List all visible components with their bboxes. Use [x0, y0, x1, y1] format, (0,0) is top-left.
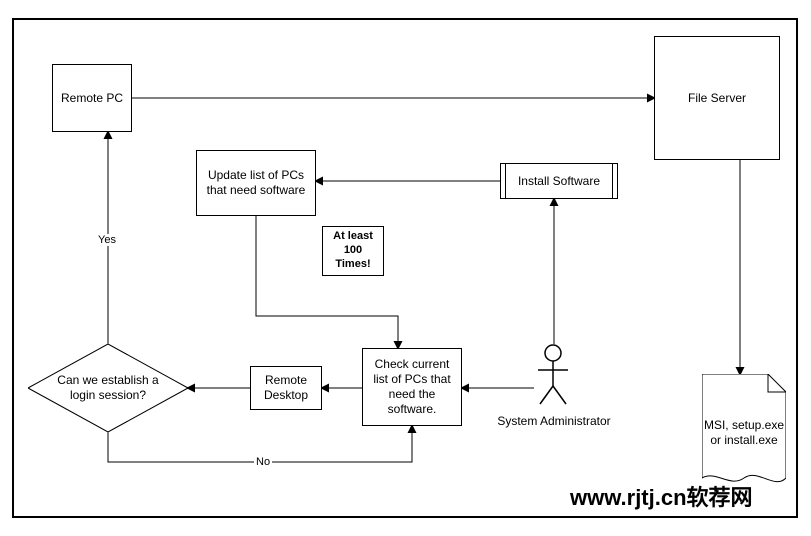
- node-remote-pc: Remote PC: [52, 64, 132, 132]
- node-label: Can we establish a login session?: [28, 373, 188, 403]
- node-decision: Can we establish a login session?: [28, 344, 188, 432]
- node-label: Update list of PCs that need software: [201, 168, 311, 198]
- node-at-least: At least 100 Times!: [322, 226, 384, 276]
- actor-label: System Administrator: [494, 414, 614, 428]
- node-label: Remote PC: [61, 91, 123, 106]
- node-update-list: Update list of PCs that need software: [196, 150, 316, 216]
- node-label: File Server: [688, 91, 746, 106]
- node-remote-desktop: Remote Desktop: [250, 366, 322, 410]
- watermark-text: www.rjtj.cn软荐网: [570, 480, 753, 512]
- edge-label-no: No: [254, 456, 272, 468]
- actor-icon: [536, 344, 570, 406]
- node-label: Remote Desktop: [255, 373, 317, 403]
- node-file-server: File Server: [654, 36, 780, 160]
- node-install-software: Install Software: [500, 163, 618, 199]
- node-label: Install Software: [518, 174, 600, 188]
- node-document: MSI, setup.exe or install.exe: [702, 374, 786, 492]
- node-label: Check current list of PCs that need the …: [367, 357, 457, 417]
- node-label: MSI, setup.exe or install.exe: [702, 418, 786, 448]
- flowchart-canvas: Remote PC File Server Update list of PCs…: [0, 0, 811, 536]
- node-label: At least 100 Times!: [327, 230, 379, 271]
- node-check-list: Check current list of PCs that need the …: [362, 348, 462, 426]
- edge-label-yes: Yes: [96, 234, 118, 246]
